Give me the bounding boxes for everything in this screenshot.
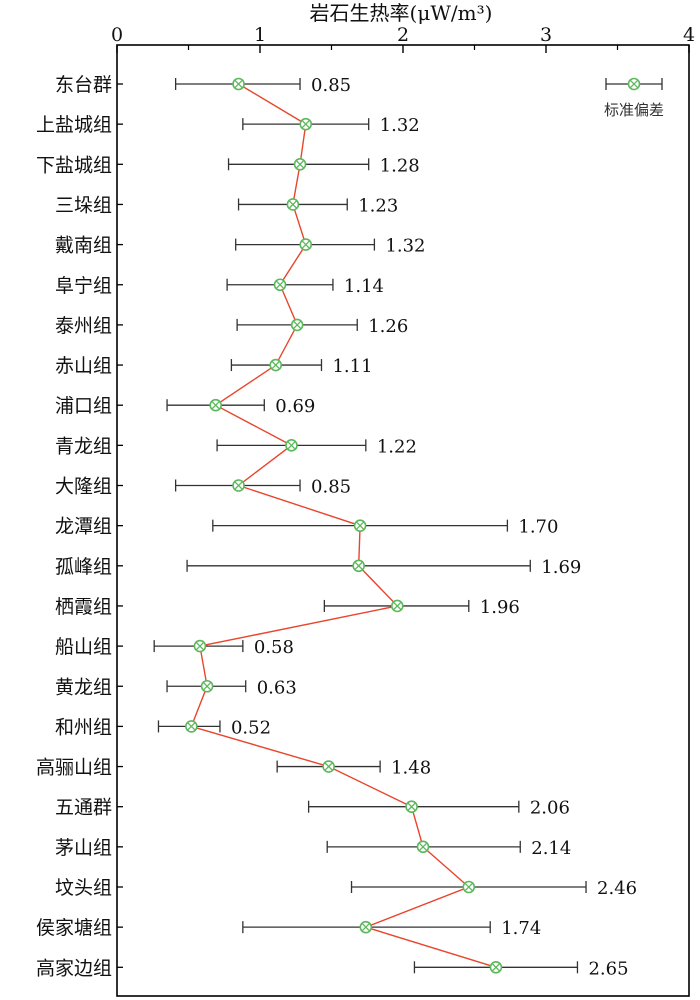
x-tick-label: 0 xyxy=(111,24,123,46)
value-label: 0.85 xyxy=(311,477,351,498)
data-point xyxy=(209,398,222,412)
data-point xyxy=(359,920,373,934)
value-label: 1.69 xyxy=(541,557,581,578)
value-label: 1.48 xyxy=(391,758,431,779)
data-point xyxy=(232,479,245,492)
x-axis-ticks: 0 1 2 3 4 xyxy=(111,24,695,53)
data-point xyxy=(193,639,207,653)
data-point xyxy=(390,599,404,613)
category-label: 青龙组 xyxy=(55,435,112,457)
data-point xyxy=(232,77,245,91)
data-markers xyxy=(185,77,503,974)
data-point xyxy=(299,117,313,131)
value-label: 1.26 xyxy=(368,316,408,337)
data-point xyxy=(299,238,313,251)
legend-marker-symbol xyxy=(627,77,641,91)
data-point xyxy=(405,800,418,814)
data-point xyxy=(290,318,304,332)
value-label: 0.63 xyxy=(257,677,297,698)
value-label: 0.52 xyxy=(231,717,271,738)
value-label: 1.28 xyxy=(380,155,420,176)
value-label: 1.96 xyxy=(480,597,520,618)
value-label: 1.74 xyxy=(501,918,541,939)
category-label: 五通群 xyxy=(55,797,112,819)
category-label: 孤峰组 xyxy=(55,556,112,578)
category-label: 上盐城组 xyxy=(36,114,112,136)
category-label: 船山组 xyxy=(55,636,112,658)
data-point xyxy=(269,358,283,372)
x-axis-title: 岩石生热率(μW/m³) xyxy=(310,1,493,25)
value-label: 1.70 xyxy=(518,517,558,538)
category-label: 龙潭组 xyxy=(55,516,112,538)
legend: 标准偏差 xyxy=(604,77,664,119)
x-tick-label: 3 xyxy=(540,24,552,46)
data-point xyxy=(286,198,300,211)
x-tick-label: 4 xyxy=(683,24,695,46)
value-label: 1.22 xyxy=(377,436,417,457)
category-label: 戴南组 xyxy=(55,235,112,257)
value-label: 0.85 xyxy=(311,75,351,96)
category-label: 茅山组 xyxy=(55,837,112,859)
x-tick-label: 2 xyxy=(397,24,409,46)
category-label: 坟头组 xyxy=(55,877,112,899)
value-label: 2.14 xyxy=(531,838,571,859)
value-label: 1.23 xyxy=(358,195,398,216)
category-labels: 东台群上盐城组下盐城组三垛组戴南组阜宁组泰州组赤山组浦口组青龙组大隆组龙潭组孤峰… xyxy=(36,74,123,979)
category-label: 黄龙组 xyxy=(55,676,112,698)
x-tick-label: 1 xyxy=(254,24,266,46)
category-label: 大隆组 xyxy=(55,476,112,498)
data-point xyxy=(293,158,307,171)
value-labels: 0.851.321.281.231.321.141.261.110.691.22… xyxy=(231,75,637,979)
category-label: 浦口组 xyxy=(55,395,112,417)
data-point xyxy=(285,439,298,452)
data-point xyxy=(352,559,365,573)
data-point xyxy=(462,880,476,894)
category-label: 东台群 xyxy=(55,74,112,96)
category-label: 阜宁组 xyxy=(55,275,112,297)
category-label: 高骊山组 xyxy=(36,757,112,779)
category-label: 栖霞组 xyxy=(55,596,112,618)
data-point xyxy=(353,519,367,532)
category-label: 高家边组 xyxy=(36,957,112,979)
data-point xyxy=(185,720,198,733)
plot-frame xyxy=(116,44,690,997)
value-label: 0.58 xyxy=(254,637,294,658)
data-point xyxy=(322,760,335,773)
category-label: 泰州组 xyxy=(55,315,112,337)
legend-marker xyxy=(627,77,641,91)
category-label: 赤山组 xyxy=(55,355,112,377)
value-label: 2.46 xyxy=(597,878,637,899)
value-label: 1.11 xyxy=(332,356,372,377)
data-point xyxy=(273,278,287,292)
data-point xyxy=(489,960,503,974)
value-label: 0.69 xyxy=(275,396,315,417)
value-label: 2.06 xyxy=(530,798,570,819)
legend-label: 标准偏差 xyxy=(604,101,664,119)
value-label: 1.32 xyxy=(385,236,425,257)
category-label: 和州组 xyxy=(55,716,112,738)
category-label: 三垛组 xyxy=(55,194,112,216)
data-point xyxy=(416,840,430,854)
value-label: 2.65 xyxy=(588,958,628,979)
data-point xyxy=(200,679,214,693)
category-label: 下盐城组 xyxy=(36,154,112,176)
value-label: 1.32 xyxy=(380,115,420,136)
category-label: 侯家塘组 xyxy=(36,917,112,939)
value-label: 1.14 xyxy=(344,276,384,297)
